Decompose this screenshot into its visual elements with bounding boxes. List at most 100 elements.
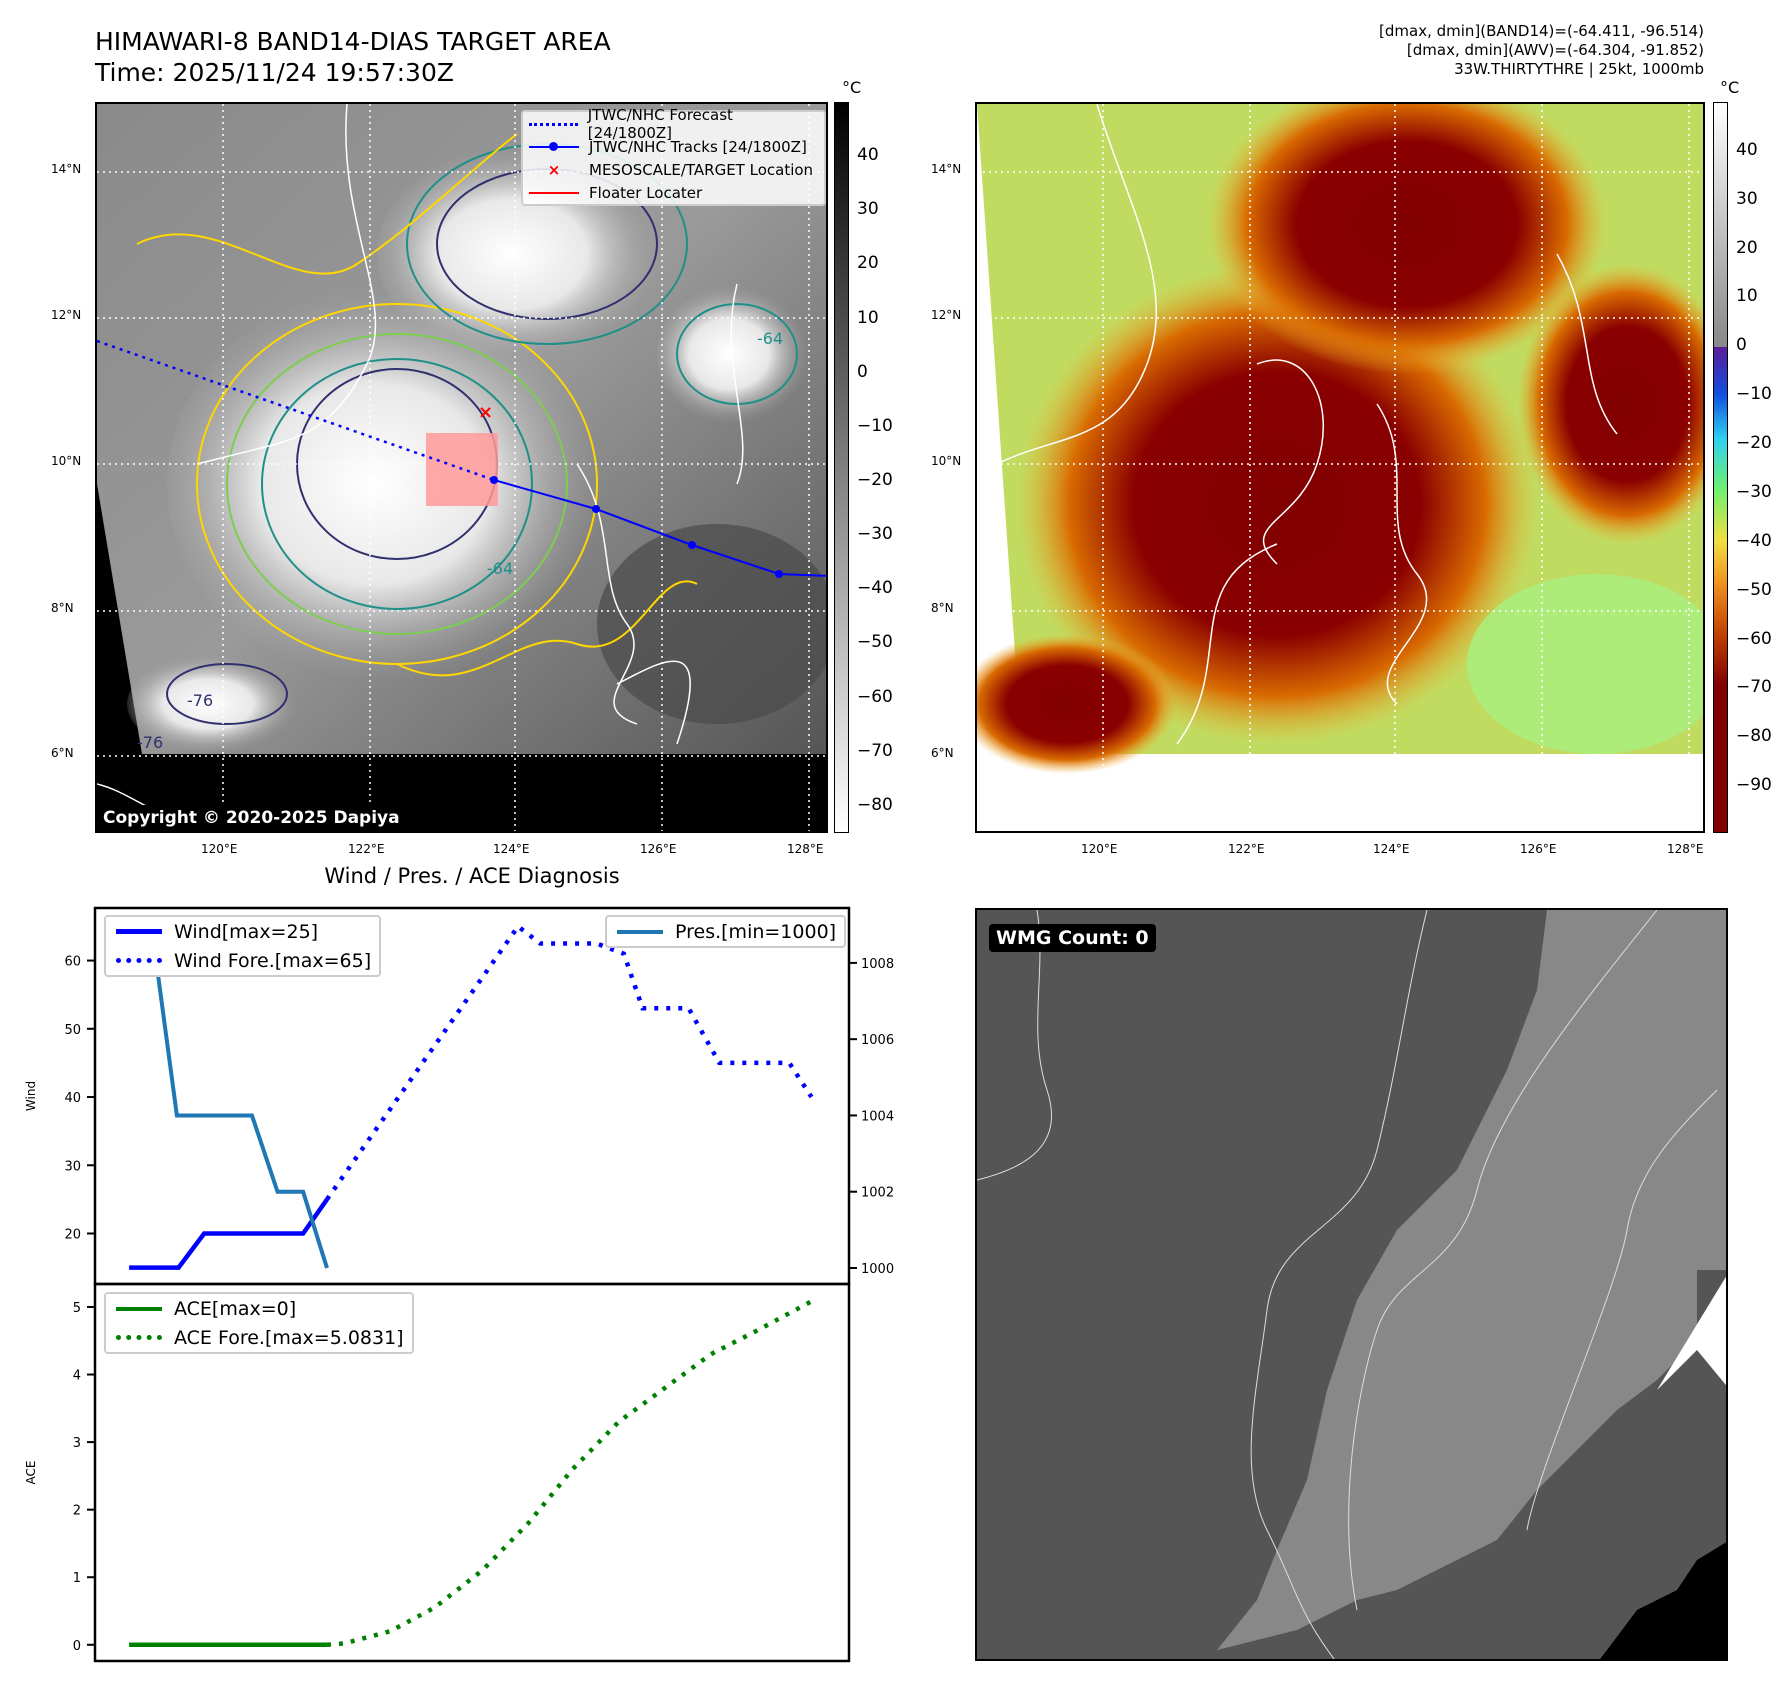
legend-wind-forecast: Wind Fore.[max=65] (174, 949, 372, 972)
legend-forecast: JTWC/NHC Forecast [24/1800Z] (587, 105, 733, 142)
colorbar-tick-label: 30 (1736, 188, 1758, 209)
lon-tick-label: 120°E (1081, 842, 1118, 856)
ace-legend: ACE[max=0] ACE Fore.[max=5.0831] (104, 1292, 414, 1354)
colorbar-left (834, 102, 849, 833)
lon-tick-label: 126°E (640, 842, 677, 856)
colorbar-tick-label: 20 (857, 253, 879, 274)
legend-ace: ACE[max=0] (174, 1297, 297, 1320)
y-axis-label: Wind (24, 1081, 38, 1111)
colorbar-tick-label: −10 (857, 415, 893, 436)
colorbar-tick-label: 40 (1736, 139, 1758, 160)
colorbar-tick-label: 0 (857, 361, 868, 382)
y2-tick-label: 1002 (861, 1186, 894, 1201)
colorbar-tick-label: 20 (1736, 237, 1758, 258)
colorbar-tick-label: −90 (1736, 775, 1772, 796)
colorbar-tick-label: −50 (1736, 579, 1772, 600)
y-tick-label: 20 (64, 1228, 81, 1243)
y-tick-label: 2 (73, 1504, 81, 1519)
colorbar-tick-label: 0 (1736, 335, 1747, 356)
stats-block: [dmax, dmin](BAND14)=(-64.411, -96.514) … (1379, 22, 1704, 79)
legend-floater: Floater Locater (589, 183, 703, 202)
series-line-ace-fore- (326, 1299, 813, 1648)
y-tick-label: 0 (73, 1639, 81, 1654)
lon-tick-label: 128°E (1667, 842, 1704, 856)
y-axis-label: ACE (24, 1461, 38, 1485)
lat-tick-label: 8°N (931, 601, 954, 615)
lat-tick-label: 12°N (931, 308, 962, 322)
lat-tick-label: 6°N (931, 746, 954, 760)
wmg-imagery (977, 910, 1726, 1659)
wmg-panel: WMG Count: 0 (975, 908, 1728, 1661)
wind-legend: Wind[max=25] Wind Fore.[max=65] (104, 915, 382, 977)
series-line-wind (129, 1198, 329, 1270)
series-line-wind-fore- (325, 923, 814, 1201)
colorbar-tick-label: −20 (1736, 433, 1772, 454)
diagnosis-chart: 203040506010001002100410061008WindPressu… (24, 906, 894, 1663)
y-tick-label: 30 (64, 1159, 81, 1174)
colorbar-right (1713, 102, 1728, 833)
legend-pres: Pres.[min=1000] (675, 920, 837, 943)
lat-tick-label: 8°N (51, 601, 74, 615)
copyright-label: Copyright © 2020-2025 Dapiya (97, 805, 406, 831)
stats-storm: 33W.THIRTYTHRE | 25kt, 1000mb (1454, 60, 1704, 78)
colorbar-tick-label: −60 (857, 686, 893, 707)
y2-tick-label: 1008 (861, 957, 894, 972)
colorbar-tick-label: 30 (857, 199, 879, 220)
lon-tick-label: 122°E (348, 842, 385, 856)
colorbar-right-unit: °C (1720, 78, 1740, 97)
pres-legend: Pres.[min=1000] (605, 915, 847, 948)
colorbar-tick-label: −80 (1736, 726, 1772, 747)
lat-tick-label: 10°N (51, 454, 82, 468)
awv-imagery (977, 104, 1703, 831)
lat-tick-label: 14°N (931, 162, 962, 176)
colorbar-tick-label: −80 (857, 794, 893, 815)
colorbar-tick-label: −20 (857, 470, 893, 491)
band14-imagery: × -76 -76 -64 -64 (97, 104, 826, 831)
stats-band14: [dmax, dmin](BAND14)=(-64.411, -96.514) (1379, 22, 1704, 40)
contour-label: -64 (487, 559, 513, 578)
colorbar-tick-label: −40 (857, 578, 893, 599)
contour-label: -76 (187, 691, 213, 710)
figure-title: HIMAWARI-8 BAND14-DIAS TARGET AREA (95, 27, 611, 56)
legend-ace-forecast: ACE Fore.[max=5.0831] (174, 1326, 404, 1349)
y-tick-label: 1 (73, 1571, 81, 1586)
y-tick-label: 3 (73, 1436, 81, 1451)
map-legend: JTWC/NHC Forecast [24/1800Z] JTWC/NHC Tr… (521, 106, 826, 206)
awv-map (975, 102, 1705, 833)
y2-tick-label: 1006 (861, 1033, 894, 1048)
legend-tracks: JTWC/NHC Tracks [24/1800Z] (589, 137, 807, 156)
contour-label: -64 (757, 329, 783, 348)
lat-tick-label: 12°N (51, 308, 82, 322)
colorbar-tick-label: −30 (1736, 481, 1772, 502)
colorbar-left-unit: °C (842, 78, 862, 97)
colorbar-tick-label: −10 (1736, 384, 1772, 405)
chart-title: Wind / Pres. / ACE Diagnosis (324, 864, 620, 888)
colorbar-tick-label: 10 (1736, 286, 1758, 307)
y-tick-label: 4 (73, 1369, 81, 1384)
lon-tick-label: 122°E (1228, 842, 1265, 856)
plot-frame (93, 1282, 851, 1663)
colorbar-tick-label: 10 (857, 307, 879, 328)
x-marker-icon: × (547, 160, 561, 179)
legend-wind: Wind[max=25] (174, 920, 319, 943)
lon-tick-label: 128°E (787, 842, 824, 856)
colorbar-tick-label: −40 (1736, 530, 1772, 551)
y2-tick-label: 1004 (861, 1109, 894, 1124)
y-tick-label: 50 (64, 1023, 81, 1038)
contour-label: -76 (137, 733, 163, 752)
lon-tick-label: 120°E (201, 842, 238, 856)
forecast-track (97, 339, 495, 482)
figure-time: Time: 2025/11/24 19:57:30Z (95, 58, 454, 87)
colorbar-tick-label: 40 (857, 145, 879, 166)
lat-tick-label: 6°N (51, 746, 74, 760)
lat-tick-label: 14°N (51, 162, 82, 176)
y-tick-label: 60 (64, 955, 81, 970)
wmg-count-label: WMG Count: 0 (989, 924, 1156, 952)
lat-tick-label: 10°N (931, 454, 962, 468)
legend-target: MESOSCALE/TARGET Location (589, 160, 814, 179)
y-tick-label: 40 (64, 1091, 81, 1106)
y-tick-label: 5 (73, 1301, 81, 1316)
colorbar-tick-label: −60 (1736, 628, 1772, 649)
colorbar-tick-label: −70 (1736, 677, 1772, 698)
